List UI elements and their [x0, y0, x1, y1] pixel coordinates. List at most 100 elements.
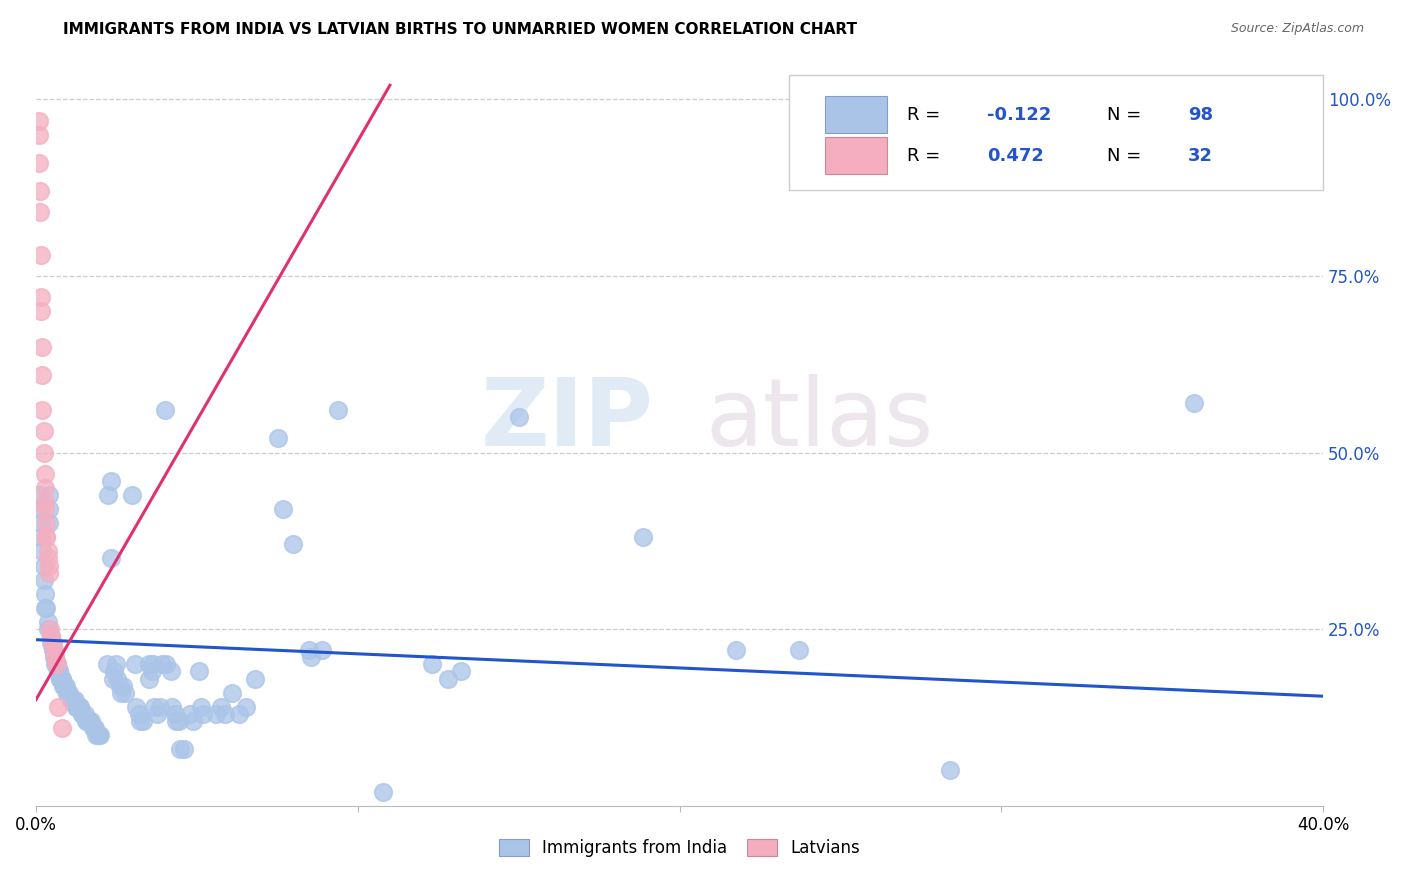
Point	[112, 679, 135, 693]
Point	[35, 530, 58, 544]
Point	[41, 629, 63, 643]
Point	[53, 679, 76, 693]
Point	[67, 699, 90, 714]
Point	[56, 686, 79, 700]
Point	[205, 706, 228, 721]
Point	[142, 657, 165, 672]
Point	[28, 205, 51, 219]
Point	[173, 742, 195, 756]
Point	[46, 665, 69, 679]
Point	[41, 629, 63, 643]
Point	[169, 742, 191, 756]
Point	[79, 714, 101, 728]
Point	[42, 643, 65, 657]
Point	[35, 601, 58, 615]
Point	[32, 445, 55, 459]
Point	[46, 699, 69, 714]
Point	[146, 706, 169, 721]
Point	[37, 622, 59, 636]
Point	[45, 657, 67, 672]
Text: 32: 32	[1188, 146, 1213, 165]
Point	[153, 403, 176, 417]
Point	[243, 672, 266, 686]
Point	[34, 481, 56, 495]
Point	[83, 721, 105, 735]
Point	[1184, 396, 1206, 410]
Text: 98: 98	[1188, 105, 1213, 124]
Point	[114, 686, 136, 700]
Point	[37, 551, 59, 566]
Point	[45, 657, 67, 672]
Point	[44, 657, 66, 672]
Point	[34, 587, 56, 601]
Point	[129, 714, 152, 728]
Point	[86, 728, 108, 742]
Point	[28, 502, 51, 516]
Point	[138, 672, 160, 686]
Point	[56, 686, 79, 700]
Text: -0.122: -0.122	[987, 105, 1052, 124]
Text: atlas: atlas	[706, 374, 934, 466]
Point	[58, 686, 80, 700]
Text: N =: N =	[1107, 105, 1147, 124]
Point	[96, 657, 118, 672]
Point	[37, 544, 59, 558]
Point	[103, 665, 125, 679]
Point	[84, 721, 107, 735]
Text: N =: N =	[1107, 146, 1147, 165]
Bar	[825, 137, 887, 174]
Point	[89, 728, 111, 742]
Point	[155, 657, 177, 672]
Point	[31, 544, 53, 558]
Point	[97, 488, 120, 502]
Point	[34, 601, 56, 615]
Point	[143, 699, 166, 714]
Point	[42, 650, 65, 665]
Point	[38, 566, 60, 580]
Point	[104, 657, 127, 672]
Point	[75, 714, 97, 728]
Point	[41, 643, 63, 657]
Point	[39, 622, 62, 636]
Point	[69, 699, 91, 714]
Point	[181, 714, 204, 728]
Point	[27, 156, 49, 170]
Point	[44, 650, 66, 665]
Point	[56, 686, 79, 700]
Point	[193, 706, 215, 721]
Point	[28, 488, 51, 502]
Point	[328, 403, 350, 417]
Point	[30, 530, 52, 544]
Point	[437, 672, 460, 686]
Point	[72, 706, 94, 721]
Point	[63, 692, 86, 706]
Legend: Immigrants from India, Latvians: Immigrants from India, Latvians	[492, 832, 868, 864]
Point	[100, 474, 122, 488]
Point	[105, 672, 128, 686]
Text: ZIP: ZIP	[481, 374, 654, 466]
Point	[77, 714, 100, 728]
Point	[55, 679, 77, 693]
Point	[450, 665, 472, 679]
Point	[228, 706, 250, 721]
Point	[150, 657, 173, 672]
Text: R =: R =	[907, 146, 946, 165]
Point	[28, 184, 51, 198]
Point	[32, 425, 55, 439]
Point	[132, 714, 155, 728]
Point	[53, 679, 76, 693]
Point	[725, 643, 748, 657]
Point	[60, 692, 83, 706]
Point	[41, 636, 63, 650]
Point	[38, 488, 60, 502]
Point	[48, 665, 70, 679]
Point	[38, 516, 60, 530]
Point	[30, 290, 52, 304]
Point	[299, 650, 322, 665]
Point	[37, 615, 59, 629]
Point	[101, 672, 124, 686]
Point	[31, 340, 53, 354]
Point	[787, 643, 810, 657]
Point	[48, 665, 70, 679]
Point	[167, 714, 190, 728]
